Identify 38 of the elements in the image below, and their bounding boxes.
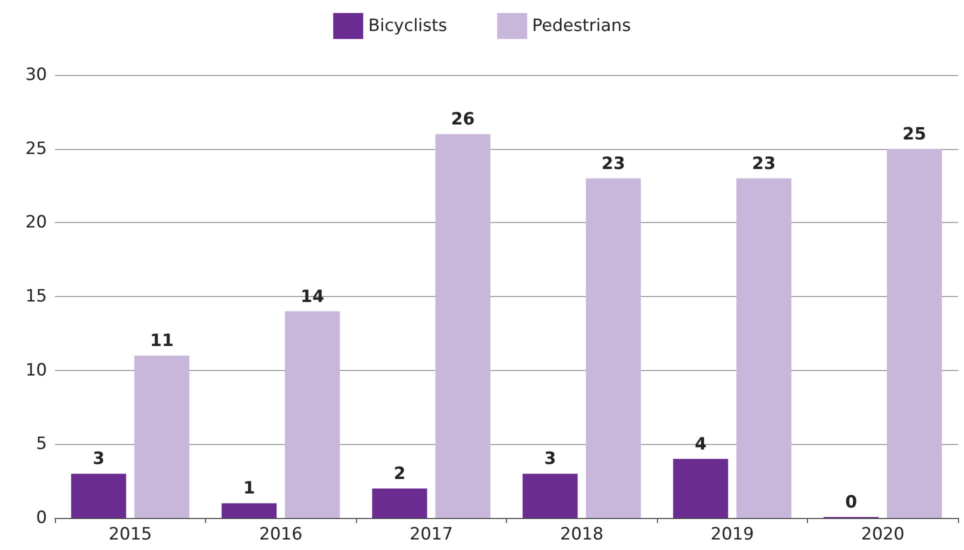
data-label: 3 (92, 449, 105, 470)
bar (673, 458, 728, 518)
bar (586, 178, 641, 518)
x-tick-label: 2019 (710, 524, 754, 544)
x-tick-label: 2018 (560, 524, 604, 544)
bar (222, 503, 277, 518)
y-tick-label: 5 (36, 434, 47, 454)
y-tick-label: 20 (25, 212, 47, 233)
x-tick-label: 2020 (861, 524, 904, 544)
bar (522, 474, 578, 518)
bar (435, 134, 490, 518)
legend-label: Bicyclists (368, 16, 448, 36)
data-label: 25 (902, 124, 926, 144)
data-label: 0 (845, 492, 858, 512)
bar (284, 311, 340, 518)
data-label: 26 (451, 110, 475, 130)
x-tick-label: 2017 (410, 524, 453, 544)
bar (886, 148, 942, 518)
x-tick-label: 2015 (108, 524, 152, 544)
y-tick-label: 30 (25, 65, 47, 85)
data-label: 3 (544, 449, 556, 470)
data-label: 14 (300, 286, 324, 307)
data-label: 11 (150, 331, 174, 352)
y-tick-label: 15 (25, 286, 47, 306)
bar (134, 356, 190, 518)
data-label: 23 (752, 154, 776, 174)
data-label: 1 (243, 478, 256, 499)
bar (736, 178, 792, 518)
bar (71, 474, 126, 518)
data-label: 23 (602, 154, 626, 174)
legend-label: Pedestrians (532, 16, 631, 36)
y-tick-label: 10 (25, 360, 47, 380)
data-label: 4 (694, 434, 707, 454)
data-label: 2 (394, 464, 406, 484)
y-tick-label: 25 (25, 138, 47, 159)
x-tick-label: 2016 (259, 524, 302, 544)
y-tick-label: 0 (36, 508, 47, 528)
bar (372, 488, 428, 518)
